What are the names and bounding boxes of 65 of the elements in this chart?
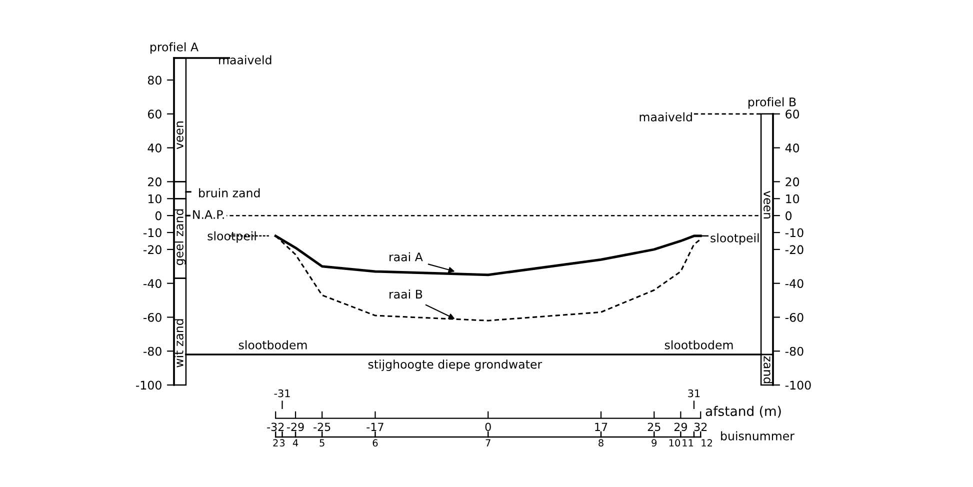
annotation: maaiveld xyxy=(640,112,692,122)
y-tick-label: -100 xyxy=(136,380,162,390)
y-tick-label: 40 xyxy=(148,144,162,152)
annotation: veen xyxy=(176,122,184,150)
annotation: bruin zand xyxy=(199,188,260,198)
x-tick-label: 0 xyxy=(485,422,491,432)
annotation: slootbodem xyxy=(664,340,733,350)
x-tick-label: 25 xyxy=(648,422,660,432)
y2-tick-label: 0 xyxy=(786,211,792,220)
y2-tick-label: 60 xyxy=(786,110,800,119)
x-tick-label: 17 xyxy=(595,422,608,431)
y-tick-label: 80 xyxy=(148,76,162,85)
y2-tick-label: -100 xyxy=(785,380,811,390)
series-label: raai A xyxy=(390,252,423,262)
x-axis-title: afstand (m) xyxy=(706,406,781,418)
y2-tick-label: -10 xyxy=(785,228,804,238)
x-tick-label: 32 xyxy=(694,422,707,432)
y2-tick-label: 40 xyxy=(785,144,800,152)
x-tick-label: -17 xyxy=(366,422,384,431)
annotation: slootpeil xyxy=(710,233,759,245)
text: 2 xyxy=(273,439,278,446)
ref-line-label: N.A.P. xyxy=(193,210,224,219)
text: 11 xyxy=(682,439,694,446)
y-tick-label: -60 xyxy=(143,312,162,322)
text: 9 xyxy=(652,439,657,447)
x2-tick-label: -31 xyxy=(274,389,290,398)
ref-line-label: stijghoogte diepe grondwater xyxy=(368,360,542,372)
y-tick-label: 0 xyxy=(155,211,162,220)
annotation: geel zand xyxy=(174,209,186,266)
text: 10 xyxy=(669,439,680,447)
x-tick-label: -29 xyxy=(286,422,304,432)
text: profiel A xyxy=(150,42,198,54)
y-tick-label: -40 xyxy=(143,279,162,288)
text: 5 xyxy=(320,439,324,447)
y2-tick-label: 10 xyxy=(786,194,800,204)
y-tick-label: 60 xyxy=(148,110,162,119)
text: buisnummer xyxy=(721,431,794,440)
annotation: slootpeil xyxy=(208,231,256,243)
text: 4 xyxy=(292,439,298,446)
annotation: veen xyxy=(764,190,770,218)
y2-tick-label: -20 xyxy=(785,245,804,254)
y-tick-label: 20 xyxy=(148,177,162,186)
annotation: zand xyxy=(764,356,773,384)
y-tick-label: -10 xyxy=(143,228,162,238)
y-tick-label: -80 xyxy=(143,346,162,356)
annotation: wit zand xyxy=(174,319,184,368)
text: 3 xyxy=(280,439,285,447)
text: 12 xyxy=(702,439,712,446)
annotation: maaiveld xyxy=(219,55,272,64)
x-tick-label: -25 xyxy=(314,422,330,432)
text: 6 xyxy=(372,439,378,447)
y2-tick-label: 20 xyxy=(786,177,800,186)
y-tick-label: -20 xyxy=(143,245,162,254)
x-tick-label: 29 xyxy=(674,422,687,432)
y2-tick-label: -40 xyxy=(785,279,804,288)
series-label: raai B xyxy=(390,289,422,299)
x-tick-label: -32 xyxy=(267,422,284,432)
y2-tick-label: -60 xyxy=(785,312,804,322)
annotation: profiel B xyxy=(748,97,796,109)
text: 8 xyxy=(598,439,604,447)
y-tick-label: 10 xyxy=(148,194,162,204)
annotation: slootbodem xyxy=(238,340,307,350)
text: 7 xyxy=(486,439,490,446)
x2-tick-label: 31 xyxy=(688,389,700,398)
y2-tick-label: -80 xyxy=(785,346,804,356)
